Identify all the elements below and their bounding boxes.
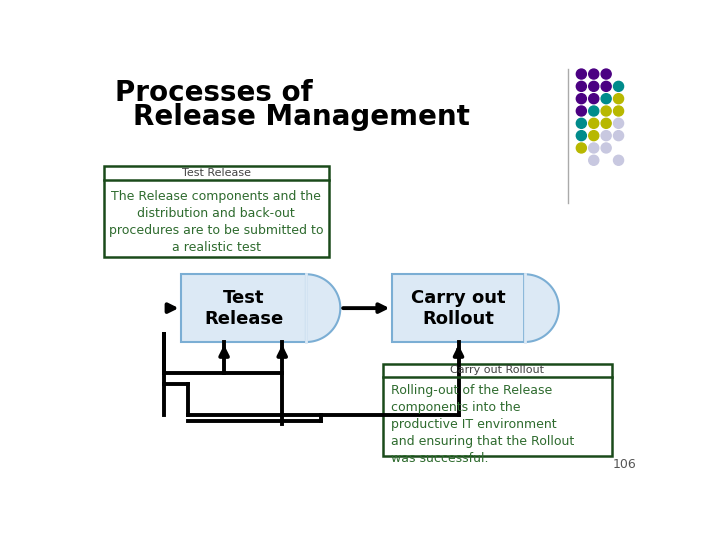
Circle shape (589, 69, 599, 79)
Text: Release Management: Release Management (132, 103, 469, 131)
Text: Carry out
Rollout: Carry out Rollout (411, 289, 506, 328)
Circle shape (589, 131, 599, 140)
Text: The Release components and the
distribution and back-out
procedures are to be su: The Release components and the distribut… (109, 190, 323, 254)
FancyBboxPatch shape (104, 166, 329, 257)
Circle shape (613, 106, 624, 116)
Circle shape (613, 131, 624, 140)
Circle shape (576, 69, 586, 79)
Circle shape (613, 156, 624, 165)
Circle shape (601, 106, 611, 116)
FancyBboxPatch shape (392, 274, 525, 342)
Text: Test
Release: Test Release (204, 289, 284, 328)
FancyBboxPatch shape (383, 363, 611, 456)
Circle shape (613, 93, 624, 104)
Text: 106: 106 (613, 458, 636, 471)
Text: Carry out Rollout: Carry out Rollout (450, 366, 544, 375)
Text: Processes of: Processes of (114, 79, 312, 107)
Text: Rolling-out of the Release
components into the
productive IT environment
and ens: Rolling-out of the Release components in… (391, 383, 574, 464)
Circle shape (589, 93, 599, 104)
FancyBboxPatch shape (181, 274, 306, 342)
Circle shape (576, 106, 586, 116)
Circle shape (576, 143, 586, 153)
Circle shape (589, 143, 599, 153)
Circle shape (576, 93, 586, 104)
Polygon shape (525, 274, 559, 342)
Circle shape (613, 82, 624, 91)
Circle shape (589, 156, 599, 165)
Circle shape (613, 118, 624, 129)
Circle shape (601, 143, 611, 153)
Circle shape (576, 118, 586, 129)
Circle shape (589, 106, 599, 116)
Text: Test Release: Test Release (182, 168, 251, 178)
Circle shape (589, 82, 599, 91)
Circle shape (576, 82, 586, 91)
Circle shape (601, 69, 611, 79)
Circle shape (601, 82, 611, 91)
Circle shape (601, 118, 611, 129)
Circle shape (589, 118, 599, 129)
Circle shape (601, 93, 611, 104)
Polygon shape (306, 274, 341, 342)
Circle shape (601, 131, 611, 140)
Circle shape (576, 131, 586, 140)
